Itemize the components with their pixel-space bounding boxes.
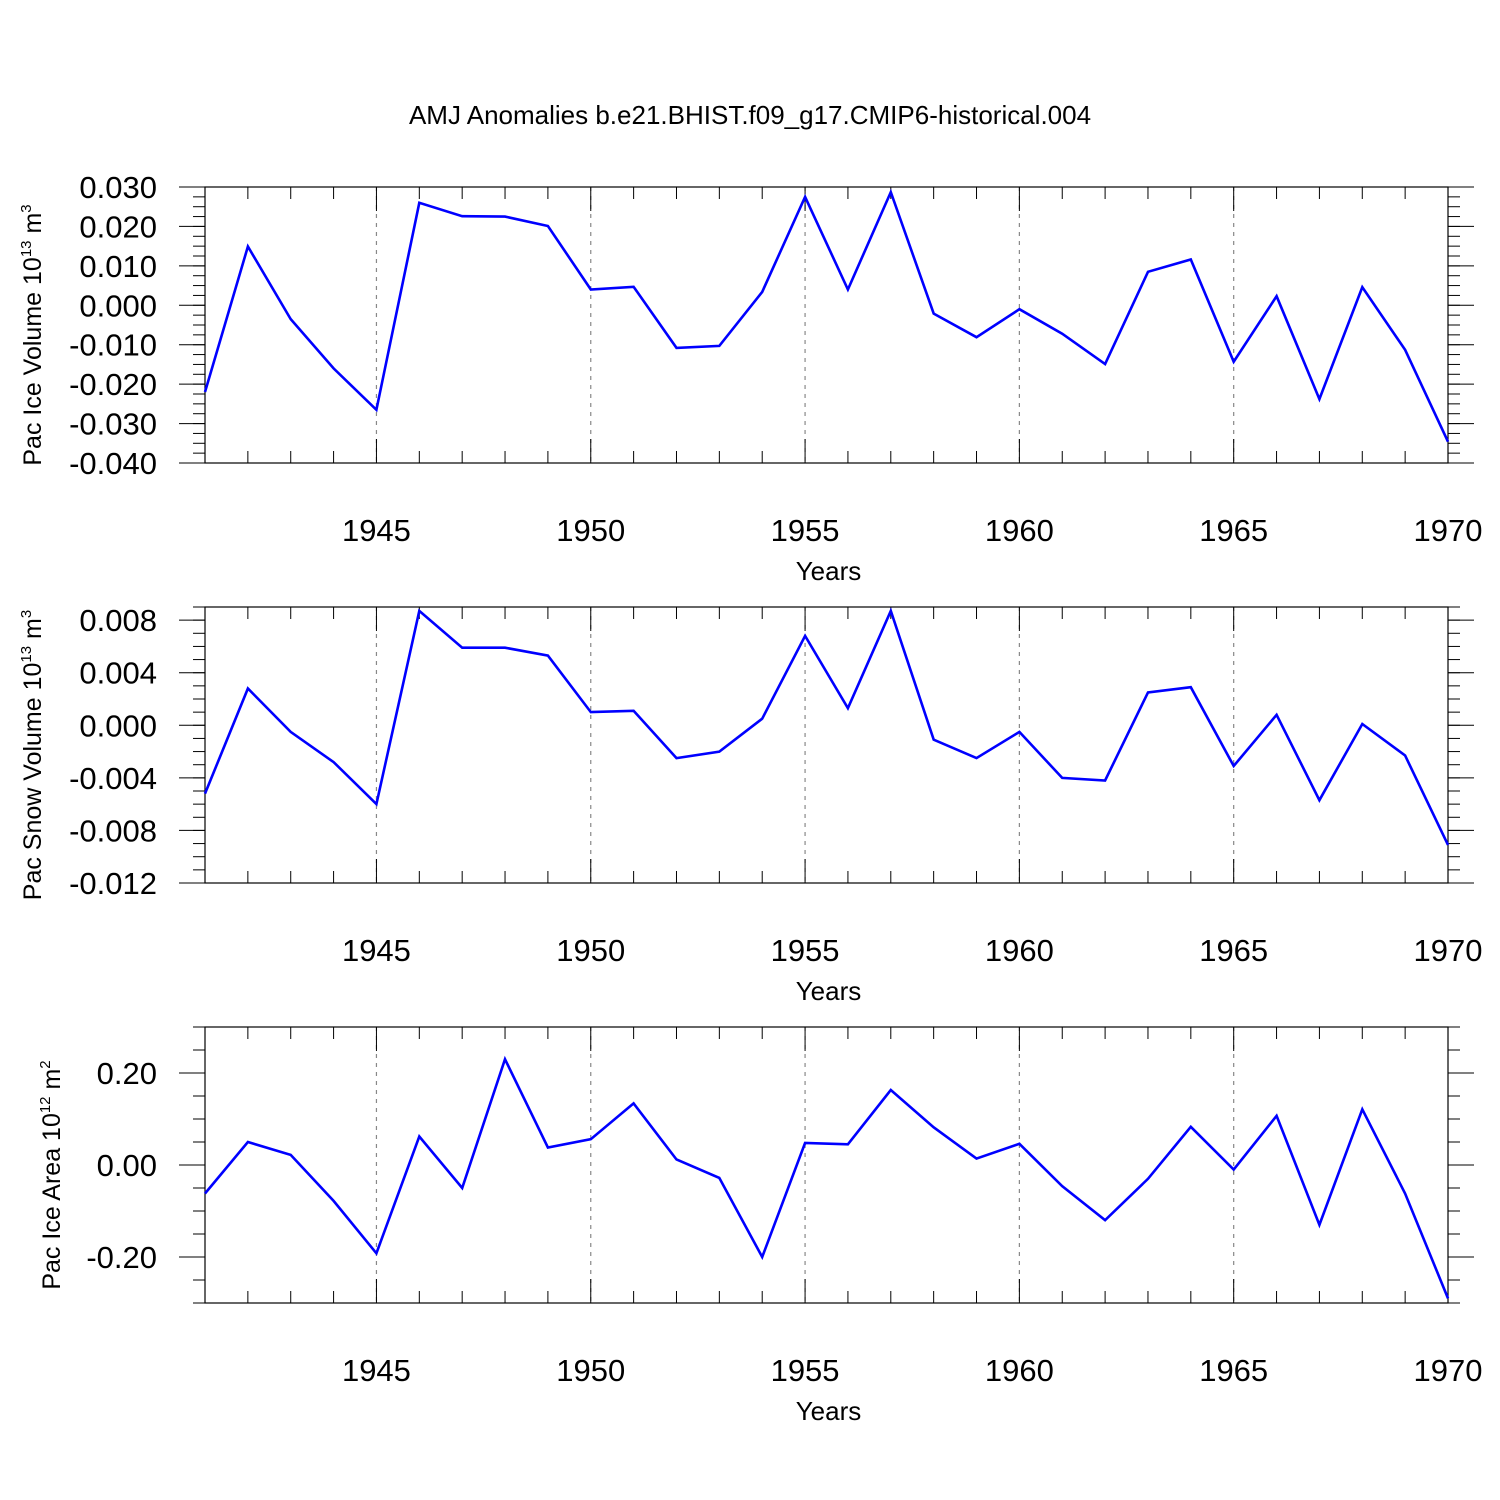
y-axis-label: Pac Ice Volume 1013 m3	[18, 204, 47, 465]
x-tick-label: 1965	[1199, 1353, 1268, 1388]
x-tick-label: 1950	[556, 1353, 625, 1388]
x-tick-label: 1965	[1199, 513, 1268, 548]
x-tick-label: 1955	[771, 1353, 840, 1388]
y-tick-label: 0.020	[79, 209, 157, 244]
x-tick-label: 1970	[1414, 1353, 1483, 1388]
y-tick-label: 0.20	[97, 1056, 157, 1091]
x-tick-label: 1960	[985, 933, 1054, 968]
panel-pac-ice-volume: -0.040 -0.030 -0.020 -0.010 0.000 0.010 0.020 0…	[18, 170, 1482, 586]
y-tick-label: 0.008	[79, 603, 157, 638]
x-tick-label: 1945	[342, 933, 411, 968]
y-tick-label: 0.030	[79, 170, 157, 205]
y-tick-label: -0.004	[69, 761, 157, 796]
x-tick-label: 1950	[556, 933, 625, 968]
x-tick-label: 1960	[985, 1353, 1054, 1388]
y-tick-label: 0.000	[79, 288, 157, 323]
chart-panels: -0.040 -0.030 -0.020 -0.010 0.000 0.010 0.020 0…	[18, 170, 1482, 1426]
x-tick-label: 1955	[771, 933, 840, 968]
y-tick-label: -0.010	[69, 328, 157, 363]
y-tick-label: 0.000	[79, 708, 157, 743]
y-axis-label: Pac Ice Area 1012 m2	[37, 1060, 66, 1289]
x-tick-label: 1945	[342, 513, 411, 548]
x-tick-label: 1960	[985, 513, 1054, 548]
y-tick-label: -0.20	[86, 1240, 157, 1275]
plot-frame	[204, 186, 1449, 464]
chart-title: AMJ Anomalies b.e21.BHIST.f09_g17.CMIP6-…	[409, 100, 1091, 130]
x-tick-label: 1950	[556, 513, 625, 548]
y-tick-label: -0.008	[69, 813, 157, 848]
x-tick-label: 1970	[1414, 933, 1483, 968]
y-tick-label: -0.012	[69, 866, 157, 901]
x-tick-label: 1955	[771, 513, 840, 548]
x-tick-label: 1970	[1414, 513, 1483, 548]
y-tick-label: 0.004	[79, 656, 157, 691]
y-tick-label: 0.00	[97, 1148, 157, 1183]
panel-pac-snow-volume: -0.012 -0.008 -0.004 0.000 0.004 0.008 1945 195…	[18, 603, 1482, 1006]
y-tick-label: -0.040	[69, 446, 157, 481]
x-axis-label: Years	[796, 556, 862, 586]
x-tick-label: 1965	[1199, 933, 1268, 968]
y-axis-label: Pac Snow Volume 1013 m3	[18, 610, 47, 900]
y-tick-label: -0.020	[69, 367, 157, 402]
plot-frame	[204, 606, 1449, 884]
y-tick-label: 0.010	[79, 249, 157, 284]
x-tick-label: 1945	[342, 1353, 411, 1388]
y-tick-label: -0.030	[69, 407, 157, 442]
plot-frame	[204, 1026, 1449, 1304]
series-line	[203, 607, 1450, 846]
series-line	[204, 1055, 1450, 1299]
series-line	[203, 188, 1450, 443]
panel-pac-ice-area: -0.20 0.00 0.20 1945 1950 1955 1960 1965 1970 Yea…	[37, 1026, 1483, 1426]
x-axis-label: Years	[796, 976, 862, 1006]
x-axis-label: Years	[796, 1396, 862, 1426]
